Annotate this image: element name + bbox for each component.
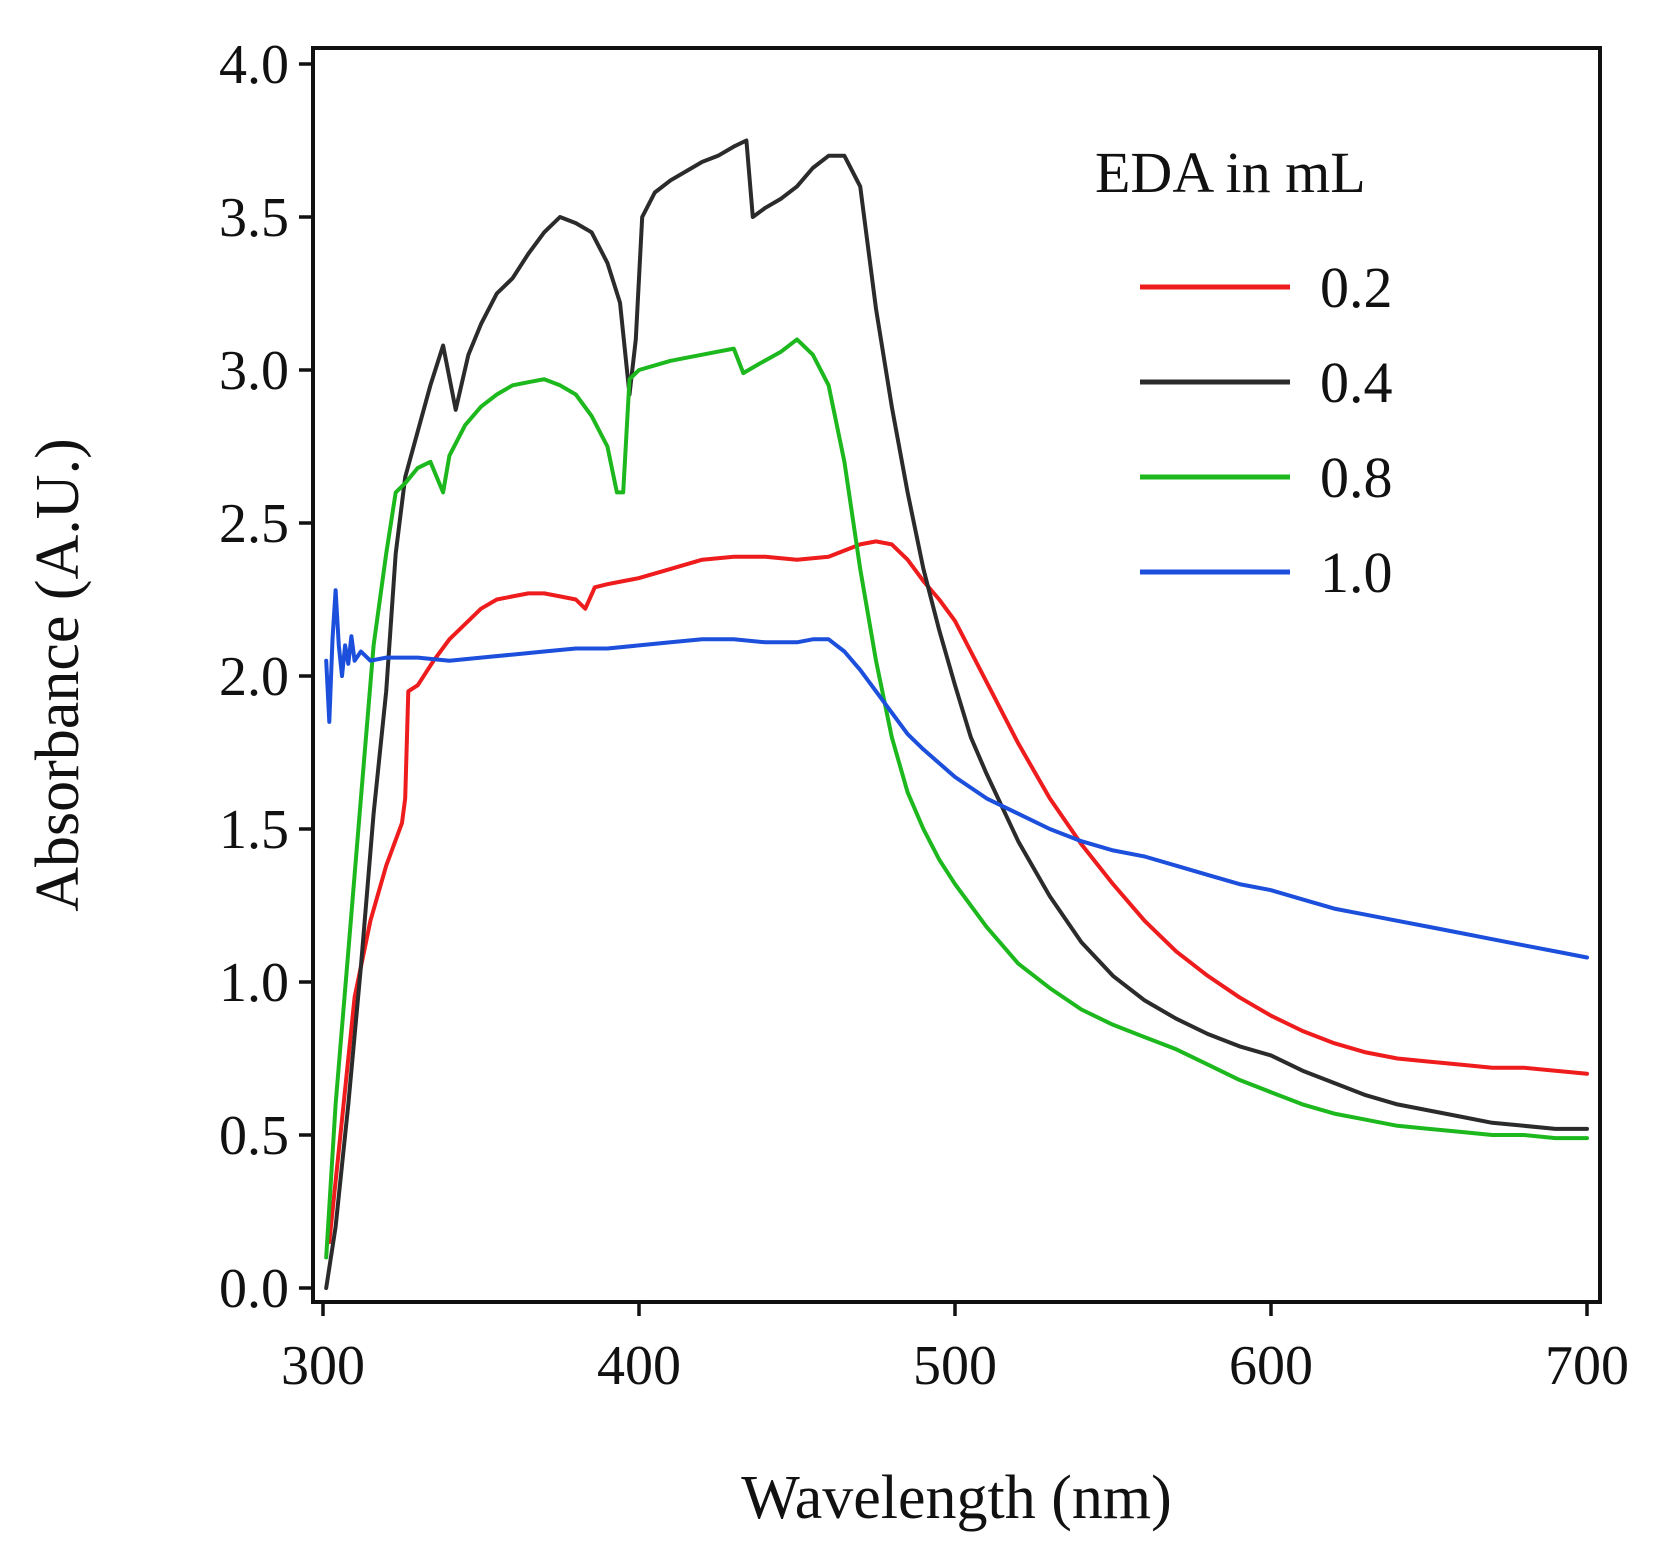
legend-items: 0.2 0.4 0.8 1.0 (1140, 255, 1393, 605)
x-tick-label: 500 (913, 1335, 997, 1397)
x-tick-label: 300 (281, 1335, 365, 1397)
legend-label: 1.0 (1320, 540, 1393, 605)
y-tick-label: 1.5 (219, 799, 289, 861)
y-axis: 0.0 0.5 1.0 1.5 2.0 2.5 3.0 3.5 4.0 (219, 34, 313, 1320)
x-tick-label: 600 (1229, 1335, 1313, 1397)
y-tick-label: 1.0 (219, 952, 289, 1014)
y-axis-title: Absorbance (A.U.) (24, 438, 92, 911)
x-axis-title: Wavelength (nm) (741, 1464, 1172, 1532)
legend-label: 0.8 (1320, 445, 1393, 510)
x-axis: 300 400 500 600 700 (281, 1302, 1629, 1397)
series-line-1-0 (324, 588, 1589, 960)
y-tick-label: 3.0 (219, 340, 289, 402)
x-tick-label: 700 (1545, 1335, 1629, 1397)
x-tick-label: 400 (597, 1335, 681, 1397)
series-line-0-4 (324, 138, 1589, 1290)
y-tick-label: 2.0 (219, 646, 289, 708)
legend-label: 0.2 (1320, 255, 1393, 320)
legend-label: 0.4 (1320, 350, 1393, 415)
y-tick-label: 2.5 (219, 493, 289, 555)
legend: EDA in mL 0.2 0.4 0.8 1.0 (1095, 140, 1393, 605)
plot-frame (311, 46, 1602, 1304)
series-line-0-2 (327, 539, 1589, 1245)
series-layer (324, 138, 1589, 1290)
legend-title: EDA in mL (1095, 140, 1366, 205)
y-tick-label: 0.5 (219, 1105, 289, 1167)
y-tick-label: 4.0 (219, 34, 289, 96)
y-tick-label: 0.0 (219, 1258, 289, 1320)
y-tick-label: 3.5 (219, 187, 289, 249)
series-line-0-8 (324, 337, 1589, 1260)
